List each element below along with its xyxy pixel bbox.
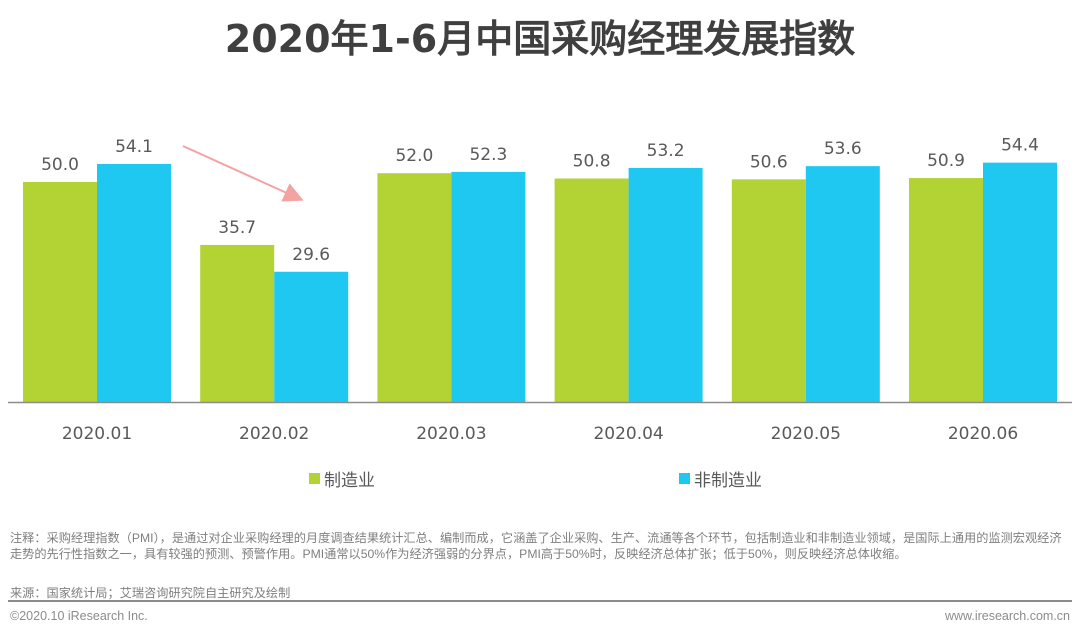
- legend-label-non-manufacturing: 非制造业: [694, 471, 762, 491]
- x-tick-label: 2020.03: [416, 424, 486, 444]
- bar-manufacturing-2020.05: [731, 179, 806, 402]
- data-label-non-manufacturing-2020.06: 54.4: [1001, 136, 1039, 156]
- chart-title: 2020年1-6月中国采购经理发展指数: [224, 17, 856, 61]
- bar-manufacturing-2020.01: [23, 182, 97, 402]
- x-tick-label: 2020.02: [239, 424, 309, 444]
- x-tick-label: 2020.04: [593, 424, 663, 444]
- data-label-non-manufacturing-2020.05: 53.6: [824, 139, 862, 159]
- bar-non-manufacturing-2020.03: [451, 171, 526, 402]
- data-label-manufacturing-2020.05: 50.6: [750, 152, 788, 172]
- data-label-non-manufacturing-2020.04: 53.2: [647, 141, 685, 161]
- data-label-non-manufacturing-2020.03: 52.3: [469, 145, 507, 165]
- bar-non-manufacturing-2020.02: [274, 271, 349, 402]
- legend-swatch-manufacturing: [309, 473, 320, 484]
- bar-manufacturing-2020.02: [200, 244, 275, 402]
- legend-item-non-manufacturing: 非制造业: [679, 466, 762, 491]
- footer-divider: [8, 600, 1072, 602]
- data-label-manufacturing-2020.03: 52.0: [395, 146, 433, 166]
- legend-item-manufacturing: 制造业: [309, 466, 375, 491]
- x-tick-label: 2020.06: [948, 424, 1018, 444]
- bar-non-manufacturing-2020.05: [805, 166, 880, 402]
- legend-swatch-non-manufacturing: [679, 473, 690, 484]
- copyright: ©2020.10 iResearch Inc.: [10, 609, 148, 623]
- bar-manufacturing-2020.03: [377, 173, 452, 402]
- data-label-manufacturing-2020.01: 50.0: [41, 155, 79, 175]
- bar-manufacturing-2020.06: [909, 178, 983, 402]
- bar-chart: 50.0 54.1 2020.01 35.7 29.6 2020.02 52.0 52.3 20…: [8, 136, 1072, 444]
- footnote: 注释：采购经理指数（PMI），是通过对企业采购经理的月度调查结果统计汇总、编制而…: [10, 531, 1062, 561]
- source-text: 来源：国家统计局；艾瑞咨询研究院自主研究及绘制: [10, 586, 291, 600]
- bar-non-manufacturing-2020.01: [97, 163, 171, 402]
- data-label-manufacturing-2020.06: 50.9: [927, 151, 965, 171]
- legend-label-manufacturing: 制造业: [324, 471, 375, 491]
- data-label-manufacturing-2020.04: 50.8: [573, 151, 611, 171]
- bar-non-manufacturing-2020.04: [628, 167, 703, 402]
- decline-arrow: [182, 145, 304, 202]
- bar-non-manufacturing-2020.06: [983, 162, 1057, 402]
- data-label-non-manufacturing-2020.01: 54.1: [115, 137, 153, 157]
- data-label-non-manufacturing-2020.02: 29.6: [292, 245, 330, 265]
- x-tick-label: 2020.05: [771, 424, 841, 444]
- website-link[interactable]: www.iresearch.com.cn: [944, 609, 1070, 623]
- x-tick-label: 2020.01: [62, 424, 132, 444]
- data-label-manufacturing-2020.02: 35.7: [218, 218, 256, 238]
- bar-manufacturing-2020.04: [554, 178, 629, 402]
